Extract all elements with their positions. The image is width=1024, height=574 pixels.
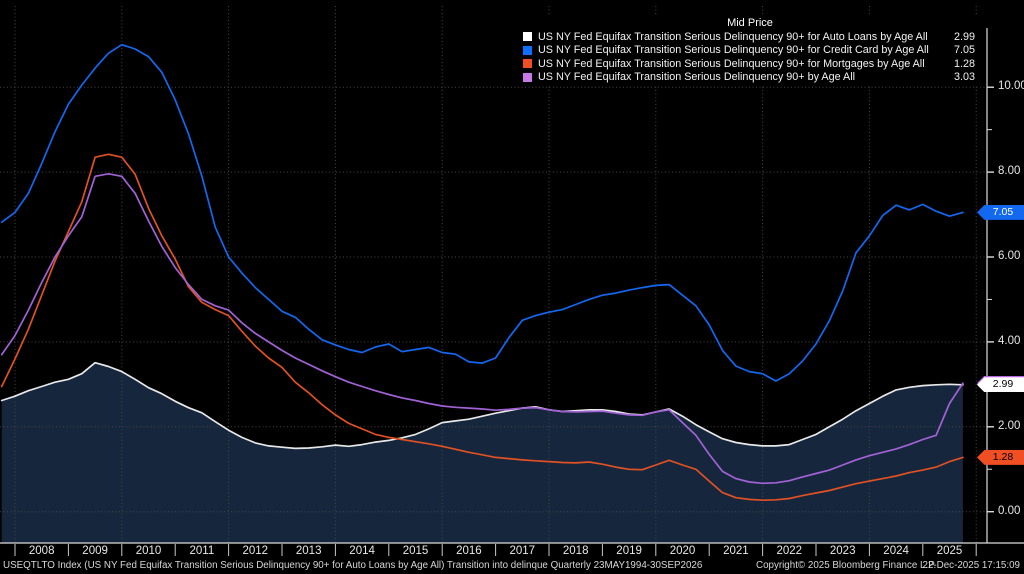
x-axis-year-label: 2023 bbox=[829, 545, 856, 557]
legend-series-label: US NY Fed Equifax Transition Serious Del… bbox=[538, 30, 928, 43]
legend-series-value: 1.28 bbox=[953, 57, 975, 70]
legend-swatch-icon bbox=[523, 45, 532, 55]
x-axis-year-label: 2017 bbox=[509, 545, 536, 557]
legend-series-label: US NY Fed Equifax Transition Serious Del… bbox=[538, 71, 855, 84]
legend-row[interactable]: US NY Fed Equifax Transition Serious Del… bbox=[517, 71, 983, 85]
legend-title: Mid Price bbox=[727, 17, 773, 29]
x-axis-year-label: 2018 bbox=[562, 545, 589, 557]
auto-loans-area-fill bbox=[1, 362, 963, 543]
x-axis-year-label: 2021 bbox=[723, 545, 749, 557]
legend-series-label: US NY Fed Equifax Transition Serious Del… bbox=[538, 57, 925, 70]
legend-series-value: 7.05 bbox=[953, 44, 975, 57]
footer-security-description: USEQTLTO Index (US NY Fed Equifax Transi… bbox=[3, 560, 703, 571]
x-axis-year-label: 2019 bbox=[616, 545, 642, 557]
legend-swatch-icon bbox=[523, 72, 532, 82]
legend-series-value: 3.03 bbox=[953, 71, 975, 84]
x-axis-year-label: 2014 bbox=[349, 545, 375, 557]
x-axis-year-label: 2015 bbox=[402, 545, 429, 557]
legend-swatch-icon bbox=[523, 59, 532, 69]
y-axis-label: 2.00 bbox=[998, 419, 1021, 432]
x-axis-year-label: 2024 bbox=[883, 545, 909, 557]
x-axis-year-label: 2010 bbox=[135, 545, 162, 557]
x-axis-year-label: 2016 bbox=[456, 545, 482, 557]
mortgages-line bbox=[0, 153, 964, 502]
legend-row[interactable]: US NY Fed Equifax Transition Serious Del… bbox=[517, 44, 983, 58]
footer-copyright: Copyright© 2025 Bloomberg Finance L.P. bbox=[756, 560, 937, 571]
footer-datetime: 22-Dec-2025 17:15:09 bbox=[922, 560, 1021, 571]
x-axis-year-label: 2020 bbox=[669, 545, 696, 557]
x-axis-year-label: 2012 bbox=[242, 545, 269, 557]
x-axis-year-label: 2009 bbox=[82, 545, 108, 557]
y-axis-label: 0.00 bbox=[998, 504, 1021, 517]
x-axis-year-label: 2008 bbox=[28, 545, 55, 557]
all-loans-line bbox=[0, 172, 964, 485]
credit-card-line bbox=[0, 43, 964, 382]
auto-loans-line bbox=[0, 361, 964, 450]
price-badge-2.99: 2.99 bbox=[977, 377, 1024, 393]
y-axis-label: 6.00 bbox=[998, 250, 1021, 262]
footer-bar: USEQTLTO Index (US NY Fed Equifax Transi… bbox=[0, 558, 1024, 574]
legend-series-label: US NY Fed Equifax Transition Serious Del… bbox=[538, 44, 929, 57]
y-axis-label: 4.00 bbox=[998, 334, 1021, 347]
legend-row[interactable]: US NY Fed Equifax Transition Serious Del… bbox=[517, 57, 983, 71]
legend-row[interactable]: US NY Fed Equifax Transition Serious Del… bbox=[517, 30, 983, 44]
y-axis-label: 10.00 bbox=[998, 80, 1024, 93]
x-axis-year-label: 2013 bbox=[295, 545, 322, 557]
y-axis-label: 8.00 bbox=[998, 165, 1021, 178]
legend-swatch-icon bbox=[523, 32, 532, 42]
x-axis-year-label: 2022 bbox=[776, 545, 803, 557]
x-axis-year-label: 2011 bbox=[189, 545, 215, 557]
x-axis-year-label: 2025 bbox=[936, 545, 963, 557]
legend-series-value: 2.99 bbox=[953, 30, 975, 43]
price-badge-7.05: 7.05 bbox=[977, 204, 1024, 220]
legend-panel: Mid Price US NY Fed Equifax Transition S… bbox=[517, 16, 983, 86]
price-badge-1.28: 1.28 bbox=[977, 449, 1024, 465]
